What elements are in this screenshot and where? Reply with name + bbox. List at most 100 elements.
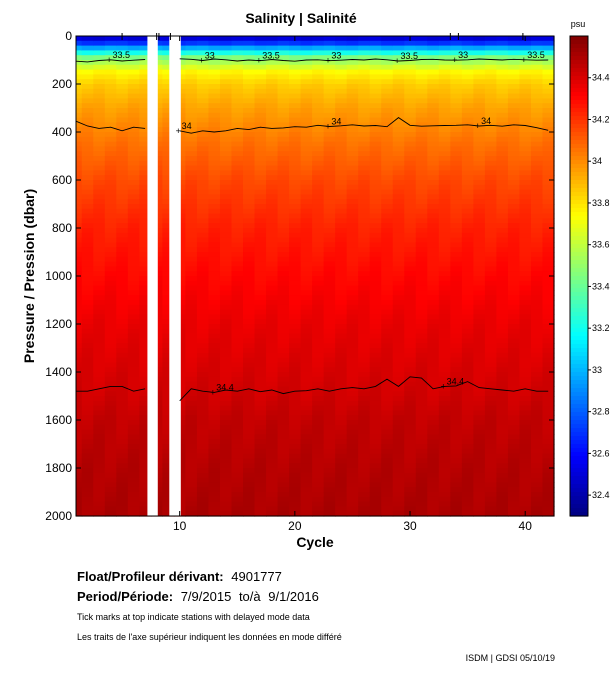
heatmap-cell [530,348,544,354]
heatmap-cell [312,295,325,301]
heatmap-cell [358,40,371,47]
heatmap-cell [530,189,544,195]
heatmap-cell [81,127,94,133]
heatmap-cell [300,348,313,354]
heatmap-cell [358,165,371,171]
heatmap-cell [381,429,394,435]
heatmap-cell [254,232,267,239]
heatmap-cell [484,88,498,95]
heatmap-cell [484,180,498,186]
heatmap-cell [450,151,463,157]
heatmap-cell [139,228,152,234]
heatmap-cell [496,511,509,517]
heatmap-cell [162,434,175,440]
heatmap-cell [104,88,117,95]
heatmap-cell [507,372,521,378]
heatmap-cell [266,420,279,426]
heatmap-cell [427,463,440,469]
heatmap-cell [254,328,267,335]
heatmap-cell [81,304,94,311]
heatmap-cell [116,74,129,80]
heatmap-cell [139,247,152,253]
heatmap-cell [381,132,394,138]
heatmap-cell [231,122,244,128]
heatmap-cell [289,362,302,368]
heatmap-cell [266,410,279,416]
heatmap-cell [76,40,83,47]
heatmap-cell [415,511,428,517]
heatmap-cell [381,50,394,56]
heatmap-cell [450,338,463,344]
heatmap-cell [438,252,451,258]
heatmap-cell [116,242,129,248]
heatmap-cell [381,362,394,368]
heatmap-cell [427,261,440,267]
heatmap-cell [254,453,267,459]
heatmap-cell [93,156,106,162]
heatmap-cell [392,295,405,301]
colorbar-frame [569,35,589,517]
heatmap-cell [392,223,405,229]
heatmap-cell [81,98,94,104]
heatmap-cell [392,482,405,488]
heatmap-cell [542,492,555,498]
heatmap-cell [231,132,244,138]
colorbar-cell [570,464,588,469]
heatmap-cell [323,396,336,402]
heatmap-cell [312,45,325,51]
heatmap-cell [530,136,544,143]
heatmap-cell [519,223,532,229]
heatmap-cell [415,252,428,258]
heatmap-cell [76,84,83,90]
heatmap-cell [381,165,394,171]
heatmap-cell [231,213,244,219]
heatmap-cell [358,357,371,363]
heatmap-cell [162,410,175,416]
heatmap-cell [358,319,371,325]
contour-line-34.4 [179,376,549,402]
heatmap-cell [392,381,405,387]
heatmap-cell [277,338,290,344]
heatmap-cell [231,79,244,85]
heatmap-cell [243,69,256,75]
heatmap-cell [127,88,140,95]
heatmap-cell [243,184,256,191]
heatmap-cell [93,482,106,488]
heatmap-cell [231,444,244,450]
heatmap-cell [519,415,532,421]
heatmap-cell [323,352,336,359]
heatmap-cell [438,463,451,469]
colorbar-cell [570,444,588,449]
heatmap-cell [358,103,371,109]
heatmap-cell [208,468,221,474]
heatmap-cell [312,208,325,215]
heatmap-cell [530,429,544,435]
heatmap-cell [254,208,267,215]
colorbar-cell [570,172,588,177]
heatmap-cell [196,117,210,123]
heatmap-cell [358,381,371,387]
heatmap-cell [266,309,279,315]
heatmap-cell [162,376,175,383]
colorbar-cell [570,400,588,405]
heatmap-cell [289,127,302,133]
heatmap-cell [196,237,210,243]
heatmap-cell [484,136,498,143]
heatmap-cell [415,506,428,512]
heatmap-cell [219,391,233,397]
heatmap-cell [507,165,521,171]
heatmap-cell [323,184,336,191]
heatmap-cell [484,496,498,503]
heatmap-cell [185,151,198,157]
heatmap-cell [254,391,267,397]
heatmap-cell [162,295,175,301]
heatmap-cell [381,453,394,459]
heatmap-cell [208,98,221,104]
heatmap-cell [208,252,221,258]
heatmap-cell [473,453,486,459]
heatmap-cell [93,218,106,224]
heatmap-cell [243,381,256,387]
colorbar-cell [570,56,588,61]
heatmap-cell [381,372,394,378]
heatmap-cell [93,88,106,95]
